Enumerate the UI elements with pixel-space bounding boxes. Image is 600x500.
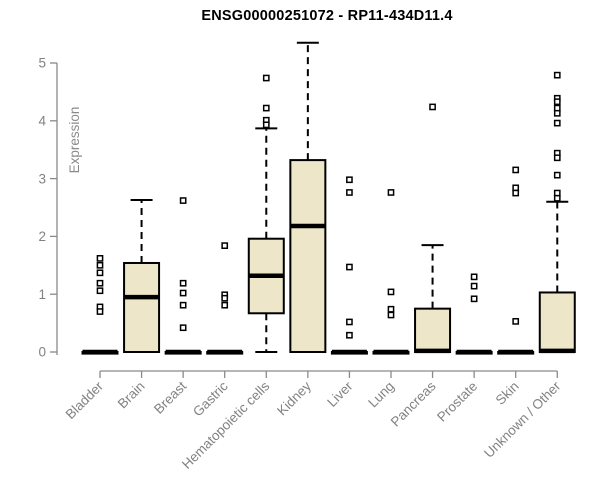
chart-title: ENSG00000251072 - RP11-434D11.4 bbox=[201, 8, 453, 24]
outlier-point bbox=[346, 318, 353, 326]
x-tick-label: Skin bbox=[493, 379, 522, 408]
y-tick-label: 4 bbox=[38, 114, 46, 129]
outlier-point bbox=[387, 311, 395, 319]
x-tick-label: Lung bbox=[365, 379, 397, 411]
outlier-point bbox=[96, 308, 104, 315]
outlier-point bbox=[470, 295, 478, 303]
outlier-point bbox=[179, 279, 187, 287]
outlier-point bbox=[262, 74, 270, 82]
y-tick-label: 5 bbox=[38, 56, 46, 71]
y-tick-label: 3 bbox=[38, 171, 46, 186]
outlier-point bbox=[96, 287, 104, 295]
outlier-point bbox=[262, 121, 270, 129]
outlier-point bbox=[553, 98, 561, 106]
y-axis: 0 1 2 3 4 5 bbox=[38, 56, 58, 360]
box-group-bladder bbox=[81, 255, 119, 355]
x-tick-label: Liver bbox=[324, 378, 356, 410]
outlier-point bbox=[553, 71, 561, 79]
outlier-point bbox=[512, 166, 520, 174]
outlier-point bbox=[512, 184, 520, 192]
box bbox=[289, 159, 327, 353]
outlier-point bbox=[512, 318, 520, 325]
box-group-gastric bbox=[206, 242, 244, 355]
box bbox=[538, 291, 576, 354]
outlier-point bbox=[221, 294, 229, 302]
outlier-point bbox=[470, 273, 478, 281]
outlier-point bbox=[346, 176, 353, 184]
box-group-hematopoietic-cells bbox=[247, 74, 285, 353]
outlier-point bbox=[470, 282, 478, 290]
x-tick-label: Brain bbox=[115, 379, 148, 412]
box bbox=[123, 261, 161, 354]
outlier-point bbox=[221, 242, 229, 249]
x-tick-label: Unknown / Other bbox=[481, 378, 564, 461]
y-tick-label: 0 bbox=[38, 345, 46, 360]
outlier-point bbox=[553, 119, 561, 127]
x-tick-label: Gastric bbox=[190, 378, 231, 419]
outlier-point bbox=[429, 103, 436, 111]
box-group-kidney bbox=[289, 41, 327, 353]
y-tick-label: 1 bbox=[38, 287, 46, 302]
box-group-brain bbox=[123, 198, 161, 354]
outlier-point bbox=[346, 189, 353, 196]
x-tick-label: Prostate bbox=[434, 379, 480, 425]
x-tick-label: Kidney bbox=[274, 378, 314, 418]
box-group-lung bbox=[372, 189, 410, 355]
outlier-point bbox=[553, 189, 561, 197]
outlier-point bbox=[96, 255, 104, 262]
outlier-point bbox=[387, 288, 395, 296]
outlier-point bbox=[553, 154, 561, 162]
outlier-point bbox=[346, 331, 353, 339]
box-group-skin bbox=[497, 166, 535, 355]
x-tick-label: Pancreas bbox=[388, 378, 439, 429]
outlier-point bbox=[553, 109, 561, 117]
box-group-unknown-other bbox=[538, 71, 576, 354]
outlier-point bbox=[221, 301, 229, 309]
outlier-point bbox=[96, 279, 104, 287]
outlier-point bbox=[96, 261, 104, 269]
outlier-point bbox=[262, 104, 270, 112]
x-tick-label: Bladder bbox=[63, 378, 107, 422]
outlier-point bbox=[179, 289, 187, 297]
box-group-prostate bbox=[455, 273, 493, 355]
box bbox=[414, 307, 452, 353]
outlier-point bbox=[387, 305, 395, 313]
outlier-point bbox=[179, 301, 187, 309]
box-group-pancreas bbox=[414, 103, 452, 354]
outlier-point bbox=[512, 189, 520, 197]
x-tick-label: Breast bbox=[151, 378, 189, 416]
outlier-point bbox=[553, 104, 561, 112]
outlier-point bbox=[346, 263, 353, 271]
y-tick-label: 2 bbox=[38, 229, 46, 244]
outlier-point bbox=[179, 324, 187, 332]
outlier-point bbox=[179, 197, 187, 204]
box-group-liver bbox=[330, 176, 368, 355]
outlier-point bbox=[553, 194, 561, 202]
outlier-point bbox=[553, 171, 561, 179]
outlier-point bbox=[387, 189, 395, 196]
outlier-point bbox=[96, 269, 104, 277]
box-group-breast bbox=[164, 197, 202, 355]
